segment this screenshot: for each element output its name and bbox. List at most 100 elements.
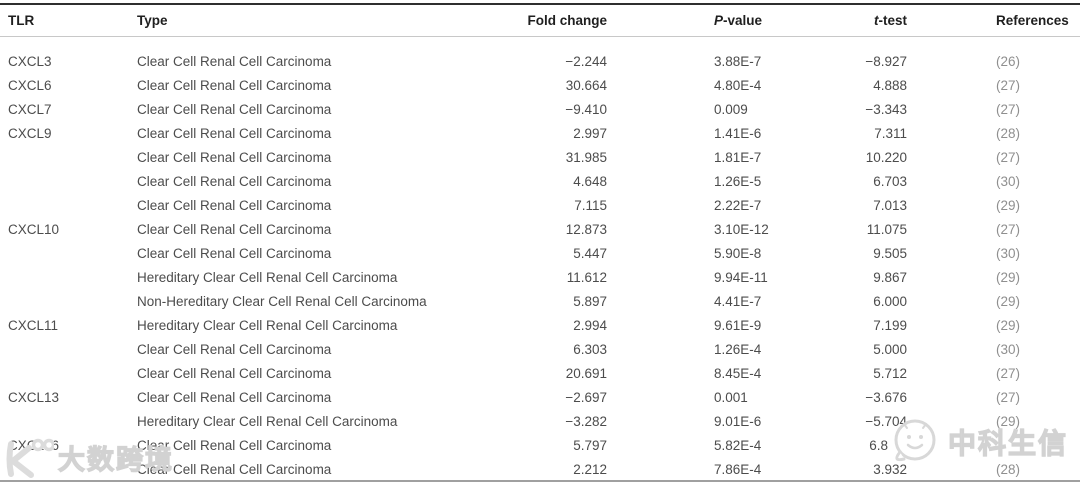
t-test-cell: 7.311 bbox=[874, 125, 907, 141]
table-body: CXCL3 Clear Cell Renal Cell Carcinoma −2… bbox=[0, 37, 1080, 481]
fold-change-cell: 30.664 bbox=[565, 77, 607, 93]
p-value-cell: 9.01E-6 bbox=[714, 413, 762, 429]
table-row: Clear Cell Renal Cell Carcinoma 6.303 1.… bbox=[0, 337, 1080, 361]
type-cell: Hereditary Clear Cell Renal Cell Carcino… bbox=[137, 269, 398, 285]
t-test-cell: 7.013 bbox=[873, 197, 907, 213]
header-t-italic: t bbox=[873, 12, 879, 28]
p-value-cell: 4.41E-7 bbox=[714, 293, 762, 309]
type-cell: Clear Cell Renal Cell Carcinoma bbox=[137, 221, 332, 237]
reference-cell: (30) bbox=[996, 245, 1021, 261]
table-row: Clear Cell Renal Cell Carcinoma 7.115 2.… bbox=[0, 193, 1080, 217]
fold-change-cell: 2.994 bbox=[573, 317, 607, 333]
tlr-cell: CXCL3 bbox=[8, 53, 52, 69]
header-references: References bbox=[996, 12, 1069, 28]
reference-cell: (29) bbox=[996, 317, 1021, 333]
fold-change-cell: −2.697 bbox=[565, 389, 607, 405]
type-cell: Clear Cell Renal Cell Carcinoma bbox=[137, 173, 332, 189]
table-row: Clear Cell Renal Cell Carcinoma 5.447 5.… bbox=[0, 241, 1080, 265]
reference-cell: (29) bbox=[996, 197, 1021, 213]
type-cell: Hereditary Clear Cell Renal Cell Carcino… bbox=[137, 413, 398, 429]
p-value-cell: 3.10E-12 bbox=[714, 221, 769, 237]
table-row: CXCL9 Clear Cell Renal Cell Carcinoma 2.… bbox=[0, 121, 1080, 145]
type-cell: Clear Cell Renal Cell Carcinoma bbox=[137, 125, 332, 141]
t-test-cell: 9.867 bbox=[873, 269, 907, 285]
p-value-cell: 4.80E-4 bbox=[714, 77, 762, 93]
reference-cell: (27) bbox=[996, 365, 1021, 381]
type-cell: Clear Cell Renal Cell Carcinoma bbox=[137, 437, 332, 453]
header-type: Type bbox=[137, 12, 168, 28]
table-row: Clear Cell Renal Cell Carcinoma 20.691 8… bbox=[0, 361, 1080, 385]
table-row: Clear Cell Renal Cell Carcinoma 2.212 7.… bbox=[0, 457, 1080, 481]
type-cell: Clear Cell Renal Cell Carcinoma bbox=[137, 365, 332, 381]
t-test-cell: 5.712 bbox=[873, 365, 907, 381]
p-value-cell: 5.82E-4 bbox=[714, 437, 762, 453]
p-value-cell: 1.26E-4 bbox=[714, 341, 762, 357]
table-row: CXCL11 Hereditary Clear Cell Renal Cell … bbox=[0, 313, 1080, 337]
t-test-cell: 9.505 bbox=[873, 245, 907, 261]
reference-cell: (27) bbox=[996, 77, 1021, 93]
reference-cell: (27) bbox=[996, 389, 1021, 405]
type-cell: Clear Cell Renal Cell Carcinoma bbox=[137, 341, 332, 357]
t-test-cell: 6.000 bbox=[873, 293, 907, 309]
table-row: CXCL16 Clear Cell Renal Cell Carcinoma 5… bbox=[0, 433, 1080, 457]
table-row: CXCL10 Clear Cell Renal Cell Carcinoma 1… bbox=[0, 217, 1080, 241]
reference-cell: (30) bbox=[996, 173, 1021, 189]
fold-change-cell: −3.282 bbox=[565, 413, 607, 429]
fold-change-cell: 2.212 bbox=[573, 461, 607, 477]
table-row: Hereditary Clear Cell Renal Cell Carcino… bbox=[0, 265, 1080, 289]
t-test-cell: 6.8 bbox=[869, 437, 888, 453]
reference-cell: (29) bbox=[996, 413, 1021, 429]
p-value-cell: 2.22E-7 bbox=[714, 197, 762, 213]
header-p-italic: P bbox=[714, 12, 724, 28]
fold-change-cell: 11.612 bbox=[566, 269, 607, 285]
p-value-cell: 0.009 bbox=[714, 101, 748, 117]
fold-change-cell: 4.648 bbox=[573, 173, 607, 189]
table-row: CXCL13 Clear Cell Renal Cell Carcinoma −… bbox=[0, 385, 1080, 409]
t-test-cell: 7.199 bbox=[873, 317, 907, 333]
tlr-cell: CXCL11 bbox=[8, 317, 59, 333]
p-value-cell: 5.90E-8 bbox=[714, 245, 762, 261]
type-cell: Clear Cell Renal Cell Carcinoma bbox=[137, 53, 332, 69]
tlr-cell: CXCL16 bbox=[8, 437, 60, 453]
fold-change-cell: 12.873 bbox=[565, 221, 607, 237]
type-cell: Clear Cell Renal Cell Carcinoma bbox=[137, 245, 332, 261]
fold-change-cell: −2.244 bbox=[565, 53, 607, 69]
header-p-value: P-value bbox=[714, 13, 824, 28]
tlr-cell: CXCL10 bbox=[8, 221, 60, 237]
t-test-cell: −5.704 bbox=[865, 413, 907, 429]
tlr-cell: CXCL7 bbox=[8, 101, 52, 117]
header-divider-rule bbox=[0, 36, 1080, 37]
reference-cell: (29) bbox=[996, 293, 1021, 309]
tlr-cell: CXCL13 bbox=[8, 389, 60, 405]
table-bottom-rule bbox=[0, 480, 1080, 482]
reference-cell: (28) bbox=[996, 461, 1021, 477]
tlr-cell: CXCL6 bbox=[8, 77, 52, 93]
table-row: Clear Cell Renal Cell Carcinoma 31.985 1… bbox=[0, 145, 1080, 169]
t-test-cell: 4.888 bbox=[873, 77, 907, 93]
fold-change-cell: 31.985 bbox=[565, 149, 607, 165]
type-cell: Hereditary Clear Cell Renal Cell Carcino… bbox=[137, 317, 398, 333]
header-t-test: t-test bbox=[824, 13, 907, 28]
fold-change-cell: 20.691 bbox=[565, 365, 607, 381]
reference-cell: (27) bbox=[996, 149, 1021, 165]
reference-cell: (27) bbox=[996, 101, 1021, 117]
p-value-cell: 9.61E-9 bbox=[714, 317, 762, 333]
header-t-rest: -test bbox=[878, 12, 907, 28]
reference-cell: (30) bbox=[996, 341, 1021, 357]
p-value-cell: 0.001 bbox=[714, 389, 748, 405]
table-row: Non-Hereditary Clear Cell Renal Cell Car… bbox=[0, 289, 1080, 313]
type-cell: Clear Cell Renal Cell Carcinoma bbox=[137, 149, 332, 165]
reference-cell: (27) bbox=[996, 221, 1021, 237]
header-fold-change: Fold change bbox=[527, 12, 607, 28]
fold-change-cell: 6.303 bbox=[573, 341, 607, 357]
p-value-cell: 1.81E-7 bbox=[714, 149, 762, 165]
t-test-cell: −3.676 bbox=[865, 389, 907, 405]
type-cell: Clear Cell Renal Cell Carcinoma bbox=[137, 461, 332, 477]
type-cell: Clear Cell Renal Cell Carcinoma bbox=[137, 77, 332, 93]
table-row: Hereditary Clear Cell Renal Cell Carcino… bbox=[0, 409, 1080, 433]
t-test-cell: 11.075 bbox=[866, 221, 907, 237]
reference-cell: (26) bbox=[996, 53, 1021, 69]
fold-change-cell: 5.797 bbox=[573, 437, 607, 453]
type-cell: Clear Cell Renal Cell Carcinoma bbox=[137, 389, 332, 405]
fold-change-cell: −9.410 bbox=[565, 101, 607, 117]
